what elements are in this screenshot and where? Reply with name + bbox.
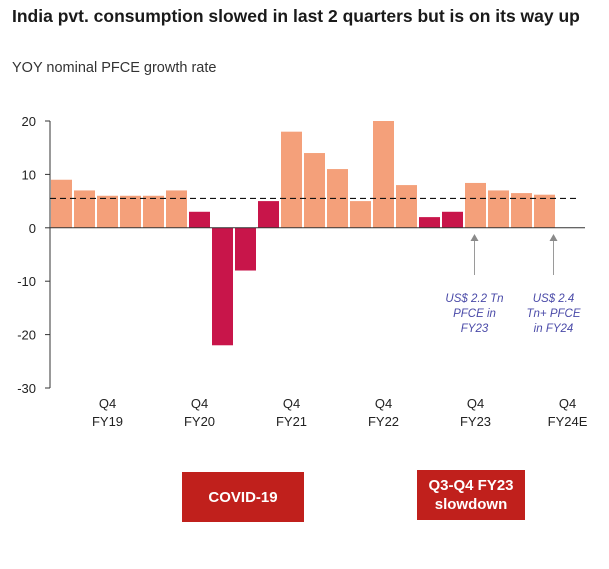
axes-group (45, 120, 585, 389)
annotation-text: in FY24 (534, 323, 574, 335)
bar (212, 227, 233, 346)
annotation-text: US$ 2.4 (533, 293, 575, 305)
slowdown-callout-line1: Q3-Q4 FY23 (428, 477, 514, 494)
bar (534, 194, 555, 228)
bar (419, 217, 440, 228)
bar (74, 190, 95, 228)
annotation-text: Tn+ PFCE (526, 308, 580, 320)
x-tick-label: FY19 (92, 414, 123, 429)
y-tick-label: -30 (17, 381, 36, 396)
y-tick-label: -10 (17, 274, 36, 289)
slowdown-callout-line2: slowdown (434, 496, 508, 513)
x-tick-label: FY20 (184, 414, 215, 429)
y-tick-label: 20 (22, 114, 36, 129)
bar (373, 121, 394, 228)
covid-callout-label: COVID-19 (208, 488, 278, 506)
bar (189, 211, 210, 228)
bar (258, 201, 279, 228)
x-tick-label: Q4 (191, 396, 208, 411)
annotation-arrow-head (470, 234, 479, 241)
bar (511, 193, 532, 228)
y-tick-label: 10 (22, 167, 36, 182)
bar (465, 182, 486, 228)
bar (120, 195, 141, 228)
annotation-text: PFCE in (453, 308, 496, 320)
x-tick-label: Q4 (467, 396, 484, 411)
chart-title: India pvt. consumption slowed in last 2 … (12, 6, 580, 26)
bar (396, 185, 417, 228)
y-tick-label: -20 (17, 328, 36, 343)
x-tick-label: Q4 (99, 396, 116, 411)
bar (97, 195, 118, 228)
annotation-arrow-head (549, 234, 558, 241)
annotation-text: US$ 2.2 Tn (445, 293, 503, 305)
labels-group: 20 10 0 -10 -20 -30 Q4 FY19 Q4 FY20 Q4 FY21 Q4 FY22 Q4… (17, 114, 587, 429)
slowdown-callout: Q3-Q4 FY23 slowdown (417, 470, 525, 520)
x-tick-label: Q4 (375, 396, 392, 411)
covid-callout: COVID-19 (182, 472, 304, 522)
bar (304, 153, 325, 228)
x-tick-label: FY22 (368, 414, 399, 429)
bar (51, 179, 72, 228)
chart-subtitle: YOY nominal PFCE growth rate (12, 60, 217, 76)
bar (327, 169, 348, 228)
bar (143, 195, 164, 228)
bar (281, 131, 302, 228)
bar (488, 190, 509, 228)
annotation-text: FY23 (461, 323, 489, 335)
bar (350, 201, 371, 228)
x-tick-label: Q4 (283, 396, 300, 411)
x-tick-label: FY23 (460, 414, 491, 429)
x-tick-label: Q4 (559, 396, 576, 411)
bar (235, 227, 256, 271)
bars-group (51, 121, 555, 346)
y-tick-label: 0 (29, 221, 36, 236)
x-tick-label: FY21 (276, 414, 307, 429)
bar (166, 190, 187, 228)
x-tick-label: FY24E (548, 414, 588, 429)
bar (442, 211, 463, 228)
